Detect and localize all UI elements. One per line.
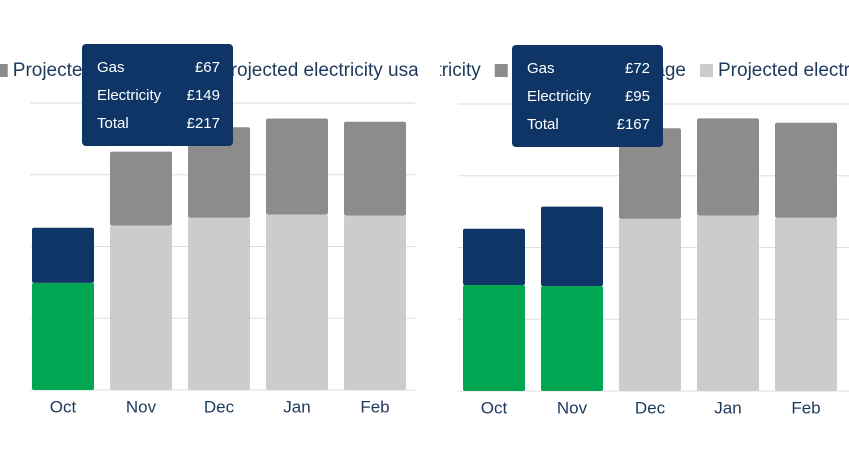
bar-segment: [110, 151, 172, 226]
bar-segment: [110, 225, 172, 390]
bar-segment: [266, 118, 328, 215]
tooltip-value: £167: [617, 116, 650, 133]
bar-segment: [188, 217, 250, 390]
tooltip: Gas £67 Electricity £149 Total £217: [82, 44, 233, 146]
tooltip-box: [82, 44, 233, 146]
bar-segment: [344, 121, 406, 216]
x-tick-label: Dec: [204, 397, 235, 416]
tooltip-label: Gas: [97, 59, 125, 76]
x-tick-label: Jan: [714, 398, 741, 417]
tooltip: Gas £72 Electricity £95 Total £167: [512, 45, 663, 147]
bar-segment: [775, 217, 837, 391]
x-tick-label: Oct: [481, 398, 508, 417]
legend-item: Projected electricity usage: [700, 60, 849, 81]
tooltip-label: Gas: [527, 60, 555, 77]
bar-segment: [697, 118, 759, 216]
chart: Oct Nov Dec Jan Feb Projected electricity usa…: [0, 60, 440, 416]
bar-segment: [541, 206, 603, 287]
x-tick-label: Nov: [557, 398, 588, 417]
legend-label: Projected electricity usage: [718, 60, 849, 81]
tooltip-value: £67: [195, 59, 220, 76]
tooltip-box: [512, 45, 663, 147]
tooltip-value: £217: [187, 115, 220, 132]
tooltip-label: Electricity: [527, 88, 592, 105]
chart: Oct Nov Dec Jan Feb Projected electricity usa…: [399, 60, 849, 417]
x-tick-label: Nov: [126, 397, 157, 416]
legend-swatch: [700, 64, 713, 77]
bar-segment: [32, 227, 94, 283]
bar-segment: [619, 218, 681, 391]
bar-segment: [344, 215, 406, 390]
bar-segment: [541, 286, 603, 391]
bar-segment: [32, 282, 94, 390]
x-tick-label: Oct: [50, 397, 77, 416]
bar-segment: [697, 215, 759, 391]
legend-item: Electricity: [399, 60, 481, 81]
tooltip-label: Electricity: [97, 87, 162, 104]
legend-item: Projected electricity usage: [200, 60, 440, 81]
legend-label: Electricity: [399, 60, 481, 81]
bar-segment: [266, 214, 328, 390]
bar-segment: [463, 285, 525, 391]
tooltip-value: £95: [625, 88, 650, 105]
x-tick-label: Dec: [635, 398, 666, 417]
legend-swatch: [0, 64, 8, 77]
bar-segment: [463, 228, 525, 286]
legend-swatch: [494, 64, 508, 77]
bar-segment: [619, 128, 681, 219]
bar-segment: [775, 122, 837, 218]
legend-label: Projected electricity usage: [218, 60, 440, 81]
x-tick-label: Feb: [791, 398, 820, 417]
bar-segment: [188, 127, 250, 218]
x-tick-label: Feb: [360, 397, 389, 416]
tooltip-label: Total: [97, 115, 129, 132]
tooltip-label: Total: [527, 116, 559, 133]
x-tick-label: Jan: [283, 397, 310, 416]
tooltip-value: £149: [187, 87, 220, 104]
tooltip-value: £72: [625, 60, 650, 77]
